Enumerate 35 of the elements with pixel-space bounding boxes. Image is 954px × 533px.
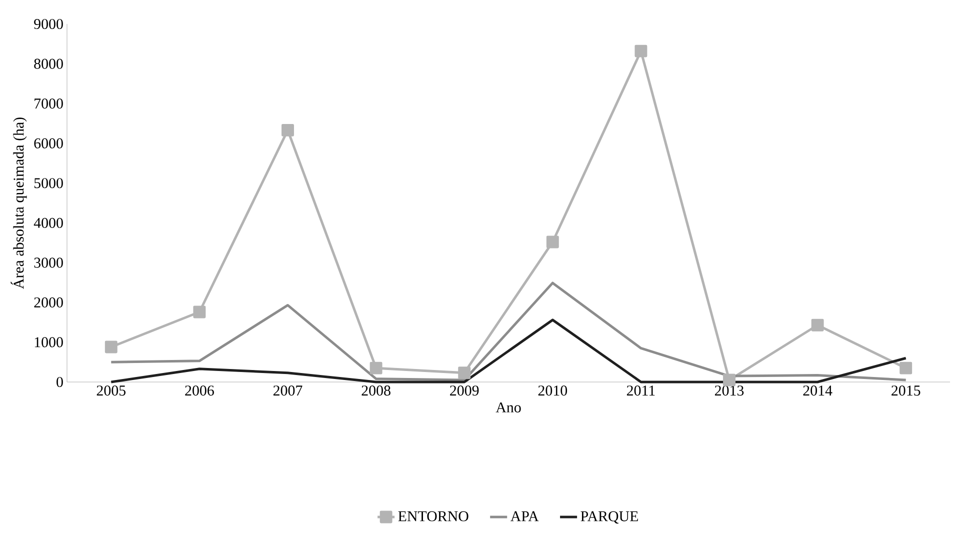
x-tick-label: 2014: [803, 386, 832, 396]
x-tick-label: 2015: [892, 386, 920, 396]
point: [370, 362, 382, 374]
x-tick-label: 2009: [450, 386, 479, 396]
y-tick-label: 9000: [34, 18, 63, 30]
x-tick-label: 2011: [626, 386, 655, 396]
y-tick-label: 6000: [34, 138, 63, 148]
y-tick-label: 1000: [34, 337, 63, 348]
point: [104, 340, 118, 354]
point: [282, 124, 294, 136]
point: [458, 366, 471, 380]
point: [546, 236, 559, 248]
legend-label: APA: [510, 511, 539, 522]
x-tick-label: 2005: [96, 386, 126, 396]
legend-label: PARQUE: [580, 511, 638, 524]
legend-label: ENTORNO: [398, 511, 468, 522]
point: [900, 362, 912, 374]
x-tick-label: 2007: [273, 386, 302, 396]
y-tick-label: 3000: [34, 258, 63, 268]
y-tick-label: 4000: [34, 218, 63, 228]
y-tick-label: 0: [56, 376, 63, 388]
x-axis-title: Ano: [496, 402, 521, 412]
point: [193, 306, 206, 318]
x-tick-label: 2008: [362, 386, 390, 396]
y-axis-title: Área absoluta queimada (ha): [10, 118, 27, 289]
y-tick-label: 8000: [34, 58, 63, 69]
point: [811, 318, 824, 332]
point: [634, 44, 648, 58]
y-tick-label: 7000: [34, 98, 63, 109]
x-tick-label: 2010: [538, 386, 568, 396]
point: [723, 374, 736, 386]
x-tick-label: 2013: [714, 386, 744, 396]
x-tick-label: 2006: [185, 386, 214, 396]
y-tick-label: 2000: [34, 297, 63, 308]
y-tick-label: 5000: [34, 178, 63, 188]
